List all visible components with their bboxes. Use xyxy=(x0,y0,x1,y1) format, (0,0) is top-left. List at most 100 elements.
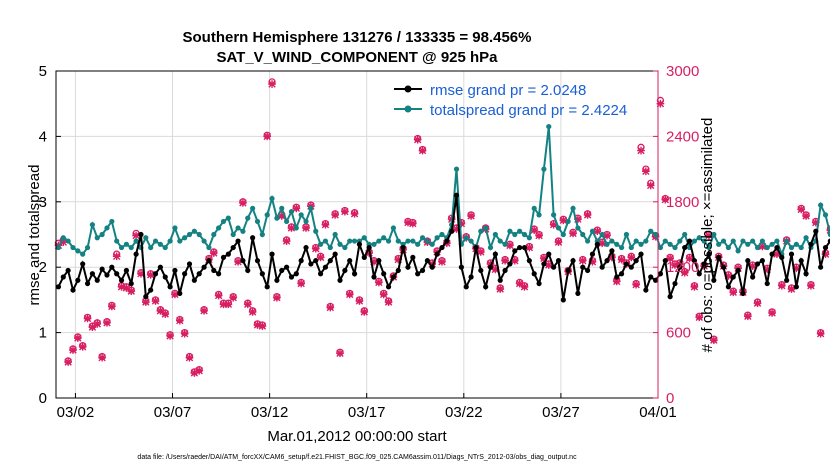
totalspread-point xyxy=(536,212,542,218)
totalspread-point xyxy=(75,248,81,254)
rmse-point xyxy=(720,264,727,270)
totalspread-point xyxy=(70,244,76,251)
rmse-point xyxy=(254,258,261,264)
totalspread-point xyxy=(827,231,830,238)
rmse-point xyxy=(827,238,830,244)
totalspread-point xyxy=(667,241,673,247)
obs-possible-point xyxy=(826,225,830,233)
rmse-point xyxy=(220,254,227,260)
rmse-point xyxy=(400,244,406,251)
totalspread-point xyxy=(517,228,523,234)
rmse-point xyxy=(361,254,367,260)
rmse-point xyxy=(390,274,397,280)
obs-assimilated-point xyxy=(768,309,776,317)
totalspread-point xyxy=(298,212,304,218)
totalspread-point xyxy=(114,238,120,244)
totalspread-point xyxy=(463,235,469,241)
obs-assimilated-point xyxy=(467,212,475,220)
obs-assimilated-point xyxy=(491,265,500,274)
totalspread-point xyxy=(565,218,571,225)
rmse-point xyxy=(672,280,678,287)
obs-assimilated-point xyxy=(64,358,72,366)
totalspread-point xyxy=(521,231,528,238)
totalspread-point xyxy=(167,238,173,244)
rmse-point xyxy=(662,258,668,264)
rmse-point xyxy=(123,267,129,274)
y-axis-label: rmse and totalspread xyxy=(26,165,43,306)
totalspread-point xyxy=(614,241,620,247)
totalspread-point xyxy=(662,238,668,244)
rmse-point xyxy=(381,271,387,277)
rmse-point xyxy=(551,264,557,270)
rmse-point xyxy=(211,267,217,274)
rmse-point xyxy=(405,264,411,270)
rmse-point xyxy=(604,258,610,264)
totalspread-point xyxy=(172,225,178,231)
totalspread-point xyxy=(638,241,644,247)
totalspread-point xyxy=(439,231,445,238)
rmse-point xyxy=(128,280,134,287)
rmse-point xyxy=(148,287,154,293)
rmse-point xyxy=(750,274,756,280)
totalspread-point xyxy=(551,212,557,218)
legend-rmse-marker xyxy=(404,85,412,93)
totalspread-point xyxy=(478,228,484,234)
totalspread-point xyxy=(793,241,799,247)
totalspread-point xyxy=(502,241,508,247)
chart-subtitle: SAT_V_WIND_COMPONENT @ 925 hPa xyxy=(216,49,498,66)
rmse-point xyxy=(453,192,460,198)
totalspread-point xyxy=(818,202,824,208)
totalspread-point xyxy=(128,244,134,251)
obs-assimilated-point xyxy=(418,146,427,155)
rmse-point xyxy=(813,228,819,234)
rmse-point xyxy=(512,248,518,254)
totalspread-point xyxy=(201,238,207,244)
obs-assimilated-point xyxy=(243,300,252,309)
rmse-point xyxy=(531,271,537,277)
obs-assimilated-point xyxy=(438,257,446,266)
totalspread-point xyxy=(570,205,576,211)
rmse-point xyxy=(487,264,494,270)
obs-assimilated-point xyxy=(127,287,136,296)
rmse-point xyxy=(65,267,71,274)
rmse-point xyxy=(298,258,304,264)
rmse-point xyxy=(342,267,348,274)
rmse-point xyxy=(686,238,693,244)
totalspread-point xyxy=(434,235,440,241)
rmse-point xyxy=(769,251,775,257)
totalspread-point xyxy=(84,244,91,251)
rmse-point xyxy=(235,238,241,244)
rmse-point xyxy=(609,248,615,254)
legend-spread-label: totalspread grand pr = 2.4224 xyxy=(430,102,627,119)
totalspread-point xyxy=(560,231,566,238)
totalspread-point xyxy=(618,244,625,251)
totalspread-point xyxy=(220,218,227,225)
obs-assimilated-point xyxy=(632,280,640,289)
rmse-point xyxy=(565,267,571,274)
totalspread-point xyxy=(143,235,149,241)
obs-assimilated-point xyxy=(379,290,388,299)
rmse-point xyxy=(764,280,770,287)
totalspread-point xyxy=(230,231,236,238)
rmse-line xyxy=(57,195,830,301)
rmse-point xyxy=(415,271,421,277)
totalspread-point xyxy=(94,235,100,241)
totalspread-point xyxy=(750,238,756,244)
rmse-point xyxy=(788,251,795,257)
rmse-point xyxy=(803,271,809,277)
rmse-point xyxy=(55,284,62,290)
y-right-tick-label: 1800 xyxy=(666,194,699,211)
obs-assimilated-point xyxy=(93,320,102,328)
totalspread-point xyxy=(342,244,348,251)
totalspread-point xyxy=(196,231,202,238)
totalspread-point xyxy=(148,244,154,251)
rmse-point xyxy=(385,284,392,290)
rmse-point xyxy=(541,261,547,267)
obs-assimilated-point xyxy=(569,229,577,238)
rmse-point xyxy=(230,244,236,251)
totalspread-point xyxy=(240,228,246,234)
x-tick-label: 04/01 xyxy=(639,404,677,421)
obs-assimilated-point xyxy=(292,204,301,213)
totalspread-point xyxy=(293,225,299,231)
rmse-point xyxy=(347,258,353,264)
